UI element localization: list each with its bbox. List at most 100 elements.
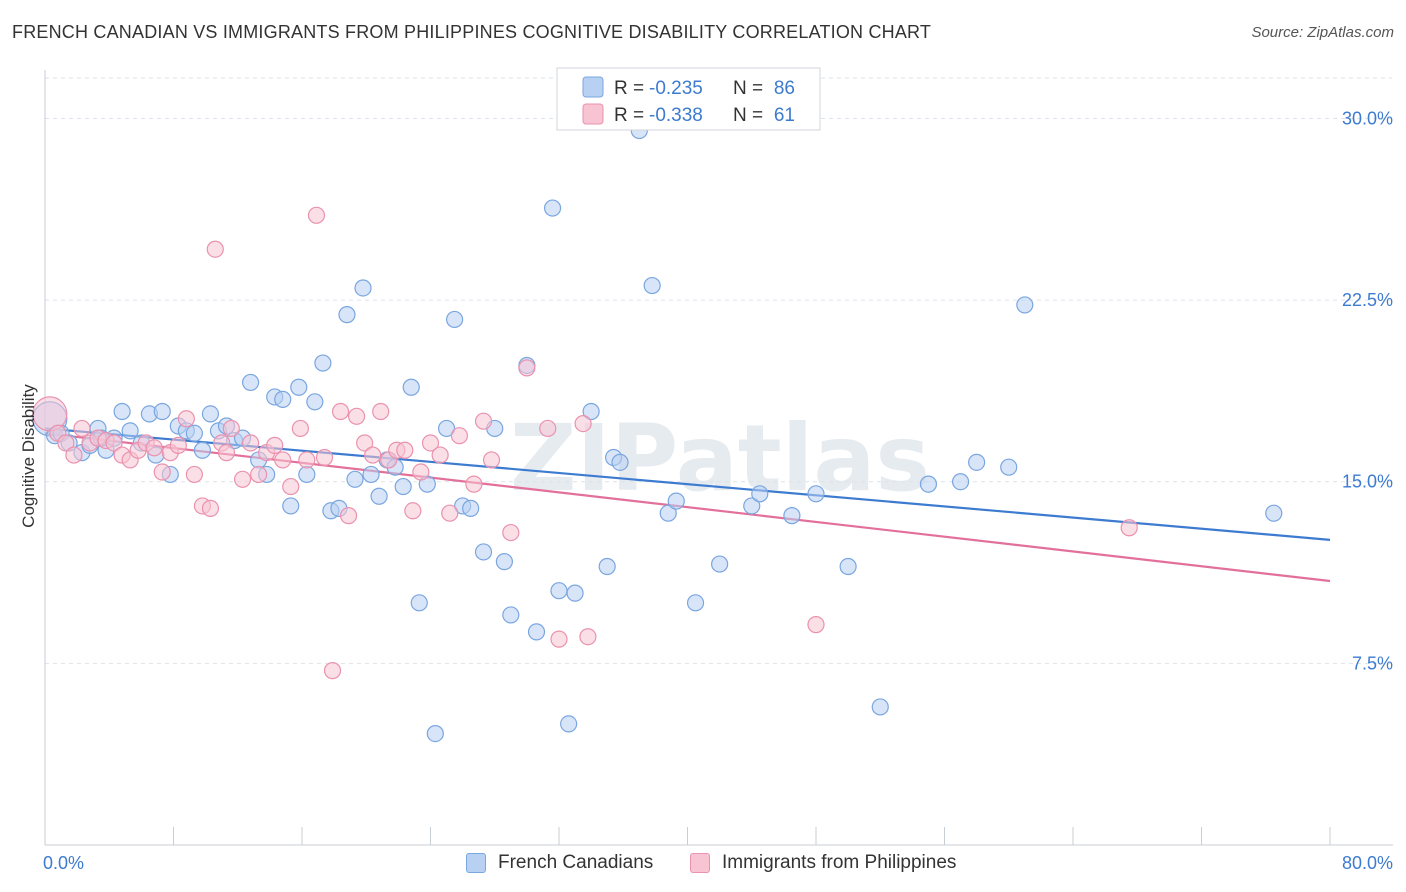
point-philippines [1120, 519, 1138, 537]
n-label: N = [733, 105, 763, 126]
y-axis-label: Cognitive Disability [19, 384, 38, 528]
y-tick-label: 7.5% [1352, 653, 1393, 673]
point-philippines [73, 419, 91, 438]
legend-swatch-french-canadians [466, 853, 486, 873]
point-philippines [348, 407, 366, 425]
point-french-canadians [185, 424, 203, 442]
point-french-canadians [1265, 504, 1283, 522]
point-french-canadians [121, 422, 139, 440]
point-french-canadians [751, 485, 769, 503]
point-french-canadians [611, 453, 629, 471]
point-french-canadians [462, 499, 480, 517]
chart-title: FRENCH CANADIAN VS IMMIGRANTS FROM PHILI… [12, 22, 932, 42]
x-tick-label: 0.0% [43, 853, 84, 873]
point-philippines [145, 439, 163, 457]
point-philippines [282, 477, 300, 496]
legend-label: French Canadians [498, 852, 654, 873]
point-philippines [518, 359, 536, 377]
point-philippines [233, 470, 252, 488]
point-french-canadians [1016, 296, 1034, 314]
point-philippines [185, 465, 203, 484]
x-tick-label: 80.0% [1342, 853, 1393, 873]
point-french-canadians [643, 276, 661, 295]
source-label: Source: ZipAtlas.com [1251, 24, 1394, 41]
trend-line-french-canadians [44, 427, 1331, 541]
point-french-canadians [290, 378, 308, 396]
point-philippines [364, 446, 382, 464]
point-french-canadians [807, 485, 825, 503]
r-value: -0.338 [649, 105, 703, 126]
point-philippines [502, 523, 520, 542]
point-french-canadians [426, 724, 444, 743]
point-french-canadians [919, 475, 938, 493]
point-french-canadians [711, 555, 729, 573]
point-french-canadians [543, 199, 562, 217]
point-french-canadians [495, 553, 513, 571]
point-philippines [331, 402, 350, 421]
point-french-canadians [502, 606, 520, 624]
point-philippines [222, 419, 240, 438]
y-tick-label: 22.5% [1342, 290, 1393, 310]
point-philippines [307, 206, 326, 224]
point-french-canadians [598, 557, 616, 576]
point-french-canadians [783, 507, 801, 525]
point-philippines [153, 463, 171, 481]
point-philippines [431, 446, 449, 464]
point-french-canadians [839, 557, 857, 576]
point-french-canadians [445, 310, 464, 329]
n-label: N = [733, 78, 763, 99]
legend-item-french-canadians: French Canadians [466, 852, 653, 874]
r-value: -0.235 [649, 78, 703, 99]
point-french-canadians [354, 279, 372, 297]
stats-legend: R = -0.235 N = 86 R = -0.338 N = 61 [556, 67, 821, 131]
point-french-canadians [550, 582, 568, 600]
legend-item-philippines: Immigrants from Philippines [690, 852, 956, 874]
point-philippines [421, 434, 440, 452]
point-french-canadians [659, 504, 677, 522]
point-french-canadians [743, 497, 761, 515]
point-philippines [177, 410, 195, 428]
point-french-canadians [394, 477, 412, 496]
point-philippines [323, 662, 342, 680]
point-philippines [250, 465, 268, 484]
point-french-canadians [242, 373, 260, 392]
point-french-canadians [113, 402, 131, 421]
point-french-canadians [314, 354, 332, 372]
series-legend: French Canadians Immigrants from Philipp… [0, 850, 1406, 880]
point-french-canadians [298, 465, 316, 484]
point-french-canadians [338, 306, 356, 324]
point-french-canadians [474, 543, 493, 561]
point-philippines [465, 475, 483, 493]
point-philippines [298, 451, 316, 469]
point-philippines [356, 434, 374, 452]
point-french-canadians [193, 441, 212, 459]
legend-label: Immigrants from Philippines [722, 852, 957, 873]
point-philippines [474, 412, 493, 430]
point-french-canadians [346, 470, 364, 488]
point-philippines [274, 451, 292, 469]
point-french-canadians [370, 487, 388, 505]
stats-swatch-philippines [582, 103, 604, 125]
point-philippines [807, 616, 825, 634]
point-philippines [441, 504, 459, 522]
point-french-canadians [686, 594, 705, 612]
point-french-canadians [410, 594, 428, 612]
point-philippines [169, 436, 187, 454]
point-philippines [372, 402, 390, 421]
grid-layer [45, 77, 1392, 664]
point-french-canadians [402, 378, 420, 396]
point-philippines [396, 441, 414, 459]
point-philippines [217, 444, 236, 462]
point-french-canadians [560, 715, 578, 733]
point-french-canadians [667, 492, 685, 510]
point-philippines [550, 630, 568, 648]
point-philippines [539, 419, 557, 438]
axis-layer: 7.5% 15.0% 22.5% 30.0% 0.0% 80.0% [43, 70, 1393, 873]
point-philippines [266, 436, 284, 454]
point-french-canadians [951, 473, 970, 491]
r-label: R = [614, 105, 644, 126]
point-french-canadians [1000, 458, 1018, 476]
point-philippines [404, 502, 422, 520]
point-philippines [315, 448, 334, 467]
